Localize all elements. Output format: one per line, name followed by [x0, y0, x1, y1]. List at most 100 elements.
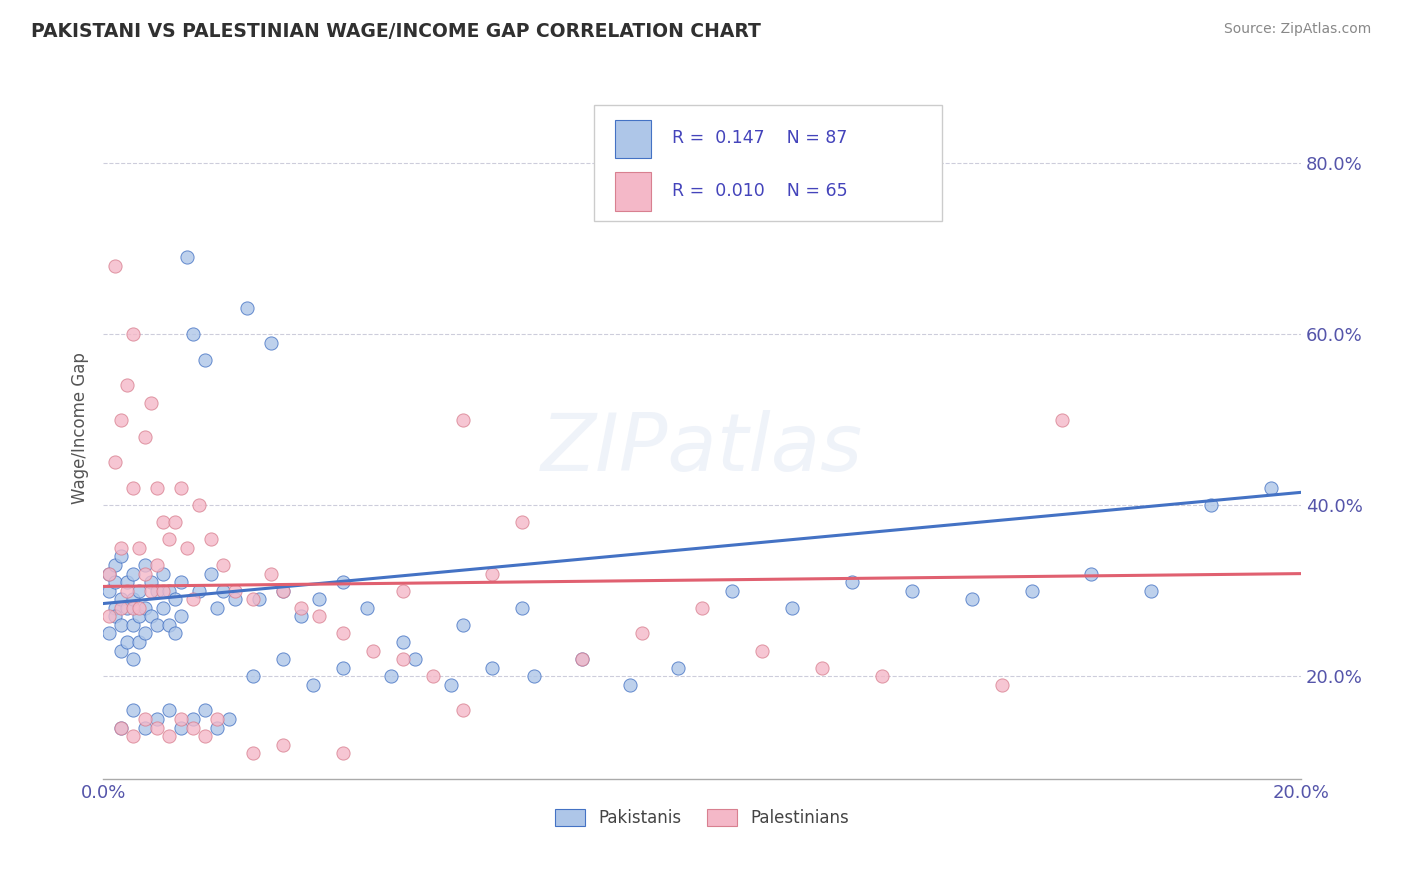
Point	[439, 678, 461, 692]
Point	[260, 335, 283, 350]
Point	[990, 678, 1012, 692]
Point	[1021, 583, 1043, 598]
Point	[134, 721, 156, 735]
Point	[212, 583, 235, 598]
Point	[163, 626, 186, 640]
Point	[247, 592, 270, 607]
Point	[181, 592, 204, 607]
Point	[780, 600, 803, 615]
Text: Source: ZipAtlas.com: Source: ZipAtlas.com	[1223, 22, 1371, 37]
Point	[122, 729, 145, 743]
Point	[571, 652, 593, 666]
Point	[122, 704, 145, 718]
Point	[157, 618, 180, 632]
Point	[242, 592, 264, 607]
Point	[170, 609, 193, 624]
Point	[134, 430, 156, 444]
Point	[122, 600, 145, 615]
Point	[110, 721, 132, 735]
Point	[205, 712, 228, 726]
Point	[811, 661, 834, 675]
Point	[181, 327, 204, 342]
Point	[139, 575, 162, 590]
Point	[242, 746, 264, 760]
Point	[1080, 566, 1102, 581]
Point	[332, 661, 354, 675]
Point	[110, 412, 132, 426]
Point	[134, 712, 156, 726]
Point	[1140, 583, 1163, 598]
Point	[110, 618, 132, 632]
Point	[104, 575, 127, 590]
Point	[122, 327, 145, 342]
Point	[115, 575, 138, 590]
FancyBboxPatch shape	[614, 172, 651, 211]
Point	[110, 721, 132, 735]
Point	[361, 643, 384, 657]
Point	[110, 592, 132, 607]
Point	[380, 669, 402, 683]
Point	[170, 712, 193, 726]
Point	[301, 678, 323, 692]
Point	[523, 669, 546, 683]
Point	[271, 583, 294, 598]
Point	[139, 395, 162, 409]
Point	[666, 661, 689, 675]
Point	[900, 583, 922, 598]
Point	[481, 661, 503, 675]
Point	[242, 669, 264, 683]
Point	[205, 721, 228, 735]
Point	[134, 600, 156, 615]
Point	[332, 626, 354, 640]
Point	[122, 592, 145, 607]
Point	[194, 704, 217, 718]
Point	[200, 533, 222, 547]
Point	[308, 592, 330, 607]
Point	[271, 738, 294, 752]
Point	[332, 746, 354, 760]
FancyBboxPatch shape	[595, 105, 942, 221]
Point	[115, 600, 138, 615]
Text: ZIPatlas: ZIPatlas	[541, 410, 863, 488]
Point	[188, 583, 211, 598]
Point	[1260, 481, 1282, 495]
Point	[128, 609, 150, 624]
Point	[571, 652, 593, 666]
Point	[332, 575, 354, 590]
Point	[104, 455, 127, 469]
Point	[98, 583, 121, 598]
Point	[128, 541, 150, 555]
Point	[451, 412, 474, 426]
Point	[181, 712, 204, 726]
Point	[163, 516, 186, 530]
Point	[176, 541, 198, 555]
Point	[271, 652, 294, 666]
Point	[391, 583, 413, 598]
Text: PAKISTANI VS PALESTINIAN WAGE/INCOME GAP CORRELATION CHART: PAKISTANI VS PALESTINIAN WAGE/INCOME GAP…	[31, 22, 761, 41]
Point	[134, 626, 156, 640]
Point	[690, 600, 713, 615]
Point	[146, 712, 169, 726]
Point	[631, 626, 654, 640]
Point	[512, 516, 534, 530]
Point	[481, 566, 503, 581]
Point	[134, 558, 156, 572]
Point	[212, 558, 235, 572]
Point	[170, 721, 193, 735]
Point	[110, 541, 132, 555]
Point	[115, 378, 138, 392]
Point	[139, 609, 162, 624]
Point	[870, 669, 893, 683]
Point	[224, 583, 246, 598]
Point	[139, 583, 162, 598]
Point	[152, 583, 174, 598]
Point	[146, 583, 169, 598]
Point	[751, 643, 773, 657]
FancyBboxPatch shape	[614, 120, 651, 158]
Point	[451, 618, 474, 632]
Point	[104, 600, 127, 615]
Point	[512, 600, 534, 615]
Point	[98, 566, 121, 581]
Point	[152, 566, 174, 581]
Point	[841, 575, 863, 590]
